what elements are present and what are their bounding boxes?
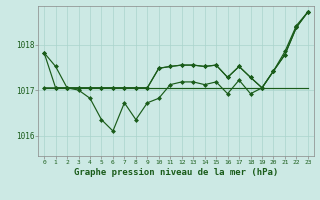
X-axis label: Graphe pression niveau de la mer (hPa): Graphe pression niveau de la mer (hPa): [74, 168, 278, 177]
